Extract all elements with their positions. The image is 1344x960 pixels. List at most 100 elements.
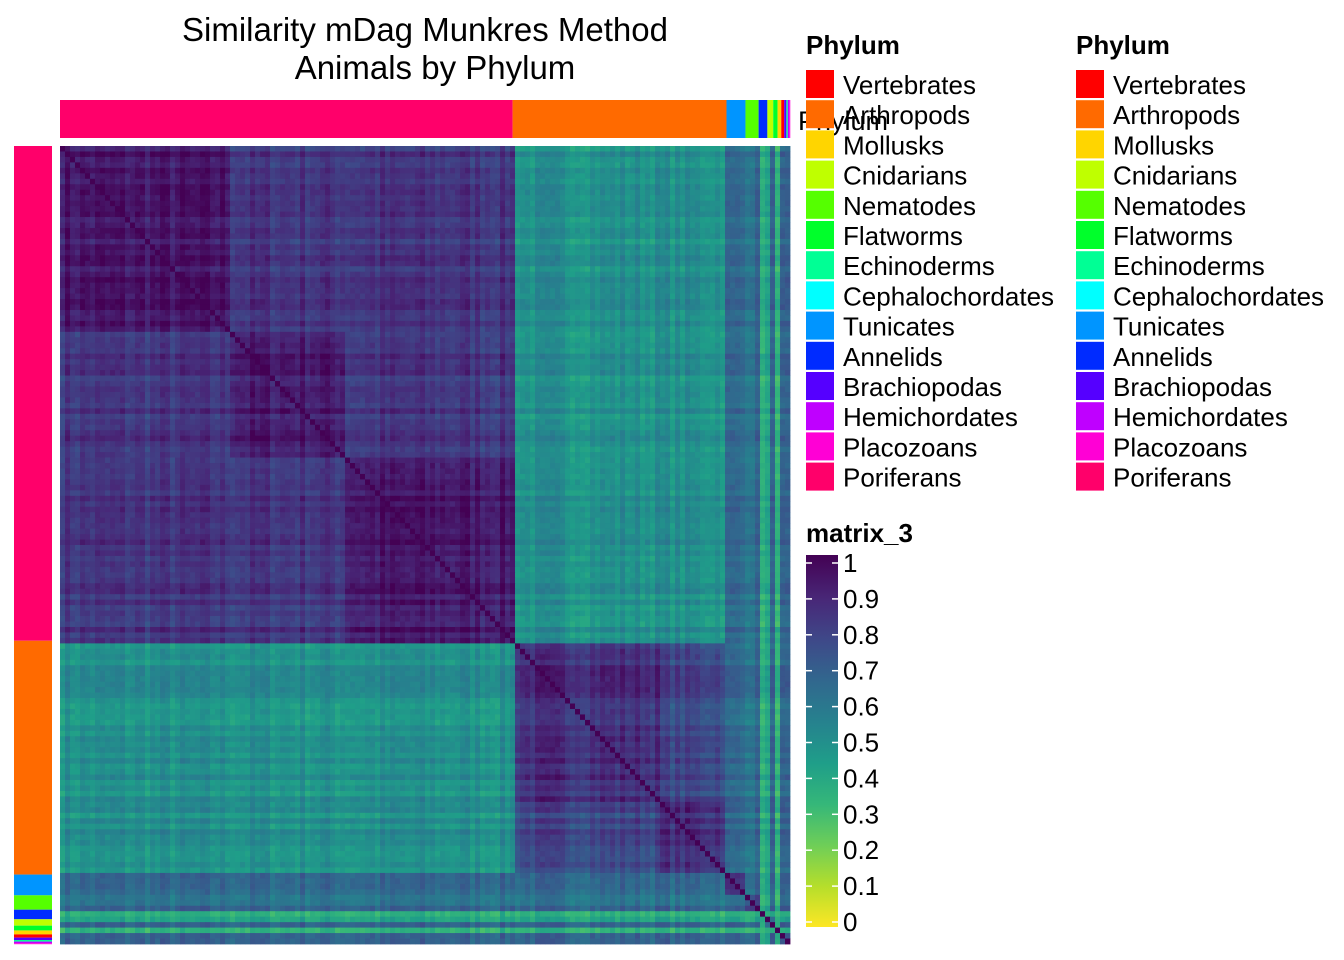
- heatmap-cell: [780, 310, 785, 316]
- top-annotation-nematodes: [745, 100, 758, 138]
- heatmap-cell: [600, 201, 605, 207]
- heatmap-cell: [195, 305, 200, 311]
- heatmap-cell: [280, 277, 285, 283]
- heatmap-cell: [200, 266, 205, 272]
- heatmap-cell: [740, 283, 745, 289]
- heatmap-cell: [75, 206, 80, 212]
- heatmap-cell: [470, 299, 475, 305]
- heatmap-cell: [370, 223, 375, 229]
- heatmap-cell: [230, 157, 235, 163]
- heatmap-cell: [365, 321, 370, 327]
- heatmap-cell: [530, 146, 535, 152]
- heatmap-cell: [575, 212, 580, 218]
- heatmap-cell: [295, 217, 300, 223]
- heatmap-cell: [305, 151, 310, 157]
- heatmap-cell: [595, 310, 600, 316]
- heatmap-cell: [570, 310, 575, 316]
- heatmap-cell: [750, 195, 755, 201]
- heatmap-cell: [420, 184, 425, 190]
- heatmap-cell: [80, 223, 85, 229]
- heatmap-cell: [350, 195, 355, 201]
- heatmap-cell: [670, 184, 675, 190]
- heatmap-cell: [345, 244, 350, 250]
- heatmap-cell: [760, 305, 765, 311]
- heatmap-cell: [430, 157, 435, 163]
- heatmap-cell: [65, 326, 70, 332]
- heatmap-cell: [745, 146, 750, 152]
- heatmap-cell: [670, 321, 675, 327]
- heatmap-cell: [365, 190, 370, 196]
- heatmap-cell: [320, 195, 325, 201]
- heatmap-cell: [605, 239, 610, 245]
- heatmap-cell: [665, 305, 670, 311]
- heatmap-cell: [730, 321, 735, 327]
- heatmap-cell: [420, 157, 425, 163]
- heatmap-cell: [265, 184, 270, 190]
- heatmap-cell: [770, 146, 775, 152]
- heatmap-cell: [480, 190, 485, 196]
- heatmap-cell: [710, 168, 715, 174]
- heatmap-cell: [105, 157, 110, 163]
- heatmap-cell: [645, 228, 650, 234]
- heatmap-cell: [755, 217, 760, 223]
- heatmap-cell: [215, 266, 220, 272]
- heatmap-cell: [405, 326, 410, 332]
- heatmap-cell: [630, 294, 635, 300]
- heatmap-cell: [570, 305, 575, 311]
- heatmap-cell: [360, 288, 365, 294]
- heatmap-cell: [475, 261, 480, 267]
- heatmap-cell: [320, 315, 325, 321]
- heatmap-cell: [385, 179, 390, 185]
- heatmap-cell: [105, 255, 110, 261]
- heatmap-cell: [515, 310, 520, 316]
- heatmap-cell: [315, 239, 320, 245]
- heatmap-cell: [780, 190, 785, 196]
- heatmap-cell: [95, 206, 100, 212]
- heatmap-cell: [630, 168, 635, 174]
- heatmap-cell: [410, 190, 415, 196]
- heatmap-cell: [505, 146, 510, 152]
- heatmap-cell: [385, 239, 390, 245]
- heatmap-cell: [100, 168, 105, 174]
- heatmap-cell: [550, 294, 555, 300]
- heatmap-cell: [595, 157, 600, 163]
- heatmap-cell: [295, 179, 300, 185]
- heatmap-cell: [420, 277, 425, 283]
- heatmap-cell: [185, 244, 190, 250]
- heatmap-cell: [575, 250, 580, 256]
- heatmap-cell: [610, 294, 615, 300]
- heatmap-cell: [405, 294, 410, 300]
- heatmap-cell: [780, 228, 785, 234]
- heatmap-cell: [415, 305, 420, 311]
- heatmap-cell: [785, 168, 790, 174]
- heatmap-cell: [235, 184, 240, 190]
- heatmap-cell: [390, 179, 395, 185]
- heatmap-cell: [110, 326, 115, 332]
- heatmap-cell: [515, 239, 520, 245]
- heatmap-cell: [125, 162, 130, 168]
- heatmap-cell: [370, 179, 375, 185]
- heatmap-cell: [525, 157, 530, 163]
- heatmap-cell: [425, 315, 430, 321]
- heatmap-cell: [335, 321, 340, 327]
- heatmap-cell: [265, 223, 270, 229]
- heatmap-cell: [185, 157, 190, 163]
- heatmap-cell: [350, 288, 355, 294]
- heatmap-cell: [115, 212, 120, 218]
- heatmap-cell: [590, 288, 595, 294]
- heatmap-cell: [755, 168, 760, 174]
- heatmap-cell: [725, 212, 730, 218]
- heatmap-cell: [685, 190, 690, 196]
- heatmap-cell: [735, 201, 740, 207]
- heatmap-cell: [645, 173, 650, 179]
- heatmap-cell: [540, 294, 545, 300]
- heatmap-cell: [325, 195, 330, 201]
- heatmap-cell: [220, 315, 225, 321]
- heatmap-cell: [665, 261, 670, 267]
- heatmap-cell: [250, 162, 255, 168]
- heatmap-cell: [350, 179, 355, 185]
- heatmap-cell: [100, 195, 105, 201]
- heatmap-cell: [210, 272, 215, 278]
- heatmap-cell: [565, 261, 570, 267]
- heatmap-cell: [475, 212, 480, 218]
